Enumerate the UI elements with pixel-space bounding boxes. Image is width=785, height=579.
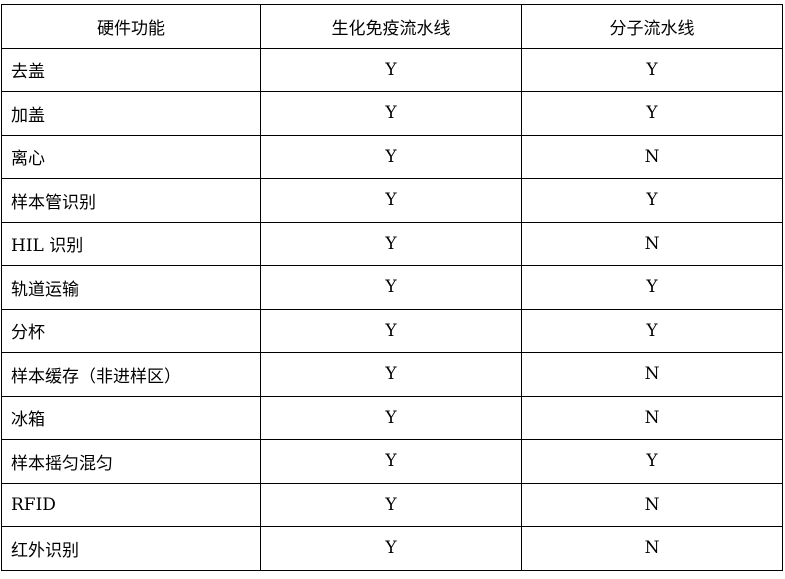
biochem-immuno-cell: Y — [260, 265, 522, 310]
hardware-function-table: 硬件功能 生化免疫流水线 分子流水线 去盖 Y Y 加盖 Y Y 离心 Y N 样本管识别 Y Y HI… — [1, 4, 783, 571]
biochem-immuno-cell: Y — [260, 439, 522, 484]
table-row: 分杯 Y Y — [1, 308, 783, 353]
function-name-cell: 冰箱 — [1, 395, 261, 440]
biochem-immuno-cell: Y — [260, 178, 522, 223]
biochem-immuno-cell: Y — [260, 308, 522, 353]
header-cell: 硬件功能 — [1, 4, 261, 49]
biochem-immuno-cell: Y — [260, 47, 522, 92]
biochem-immuno-cell: Y — [260, 352, 522, 397]
table-row: HIL 识别 Y N — [1, 221, 783, 266]
function-name-cell: 分杯 — [1, 308, 261, 353]
molecular-cell: Y — [521, 265, 783, 310]
table-row: 离心 Y N — [1, 134, 783, 179]
function-name-cell: 离心 — [1, 134, 261, 179]
molecular-cell: Y — [521, 47, 783, 92]
table-row: 加盖 Y Y — [1, 91, 783, 136]
molecular-cell: N — [521, 395, 783, 440]
biochem-immuno-cell: Y — [260, 221, 522, 266]
function-name-cell: 加盖 — [1, 91, 261, 136]
function-name-cell: 样本缓存（非进样区） — [1, 352, 261, 397]
table-row: 冰箱 Y N — [1, 395, 783, 440]
biochem-immuno-cell: Y — [260, 395, 522, 440]
molecular-cell: N — [521, 526, 783, 571]
molecular-cell: N — [521, 482, 783, 527]
molecular-cell: N — [521, 352, 783, 397]
table-row: 轨道运输 Y Y — [1, 265, 783, 310]
molecular-cell: Y — [521, 308, 783, 353]
molecular-cell: N — [521, 221, 783, 266]
table-row: 样本管识别 Y Y — [1, 178, 783, 223]
biochem-immuno-cell: Y — [260, 91, 522, 136]
function-name-cell: HIL 识别 — [1, 221, 261, 266]
biochem-immuno-cell: Y — [260, 482, 522, 527]
table-row: 去盖 Y Y — [1, 47, 783, 92]
function-name-cell: 样本摇匀混匀 — [1, 439, 261, 484]
function-name-cell: 去盖 — [1, 47, 261, 92]
table-row: 样本摇匀混匀 Y Y — [1, 439, 783, 484]
molecular-cell: Y — [521, 178, 783, 223]
table-row: 样本缓存（非进样区） Y N — [1, 352, 783, 397]
header-cell: 分子流水线 — [521, 4, 783, 49]
table-row: RFID Y N — [1, 482, 783, 527]
biochem-immuno-cell: Y — [260, 526, 522, 571]
function-name-cell: 样本管识别 — [1, 178, 261, 223]
function-name-cell: RFID — [1, 482, 261, 527]
function-name-cell: 轨道运输 — [1, 265, 261, 310]
molecular-cell: Y — [521, 439, 783, 484]
header-cell: 生化免疫流水线 — [260, 4, 522, 49]
biochem-immuno-cell: Y — [260, 134, 522, 179]
molecular-cell: N — [521, 134, 783, 179]
table-row: 红外识别 Y N — [1, 526, 783, 571]
molecular-cell: Y — [521, 91, 783, 136]
header-row: 硬件功能 生化免疫流水线 分子流水线 — [1, 4, 783, 49]
function-name-cell: 红外识别 — [1, 526, 261, 571]
